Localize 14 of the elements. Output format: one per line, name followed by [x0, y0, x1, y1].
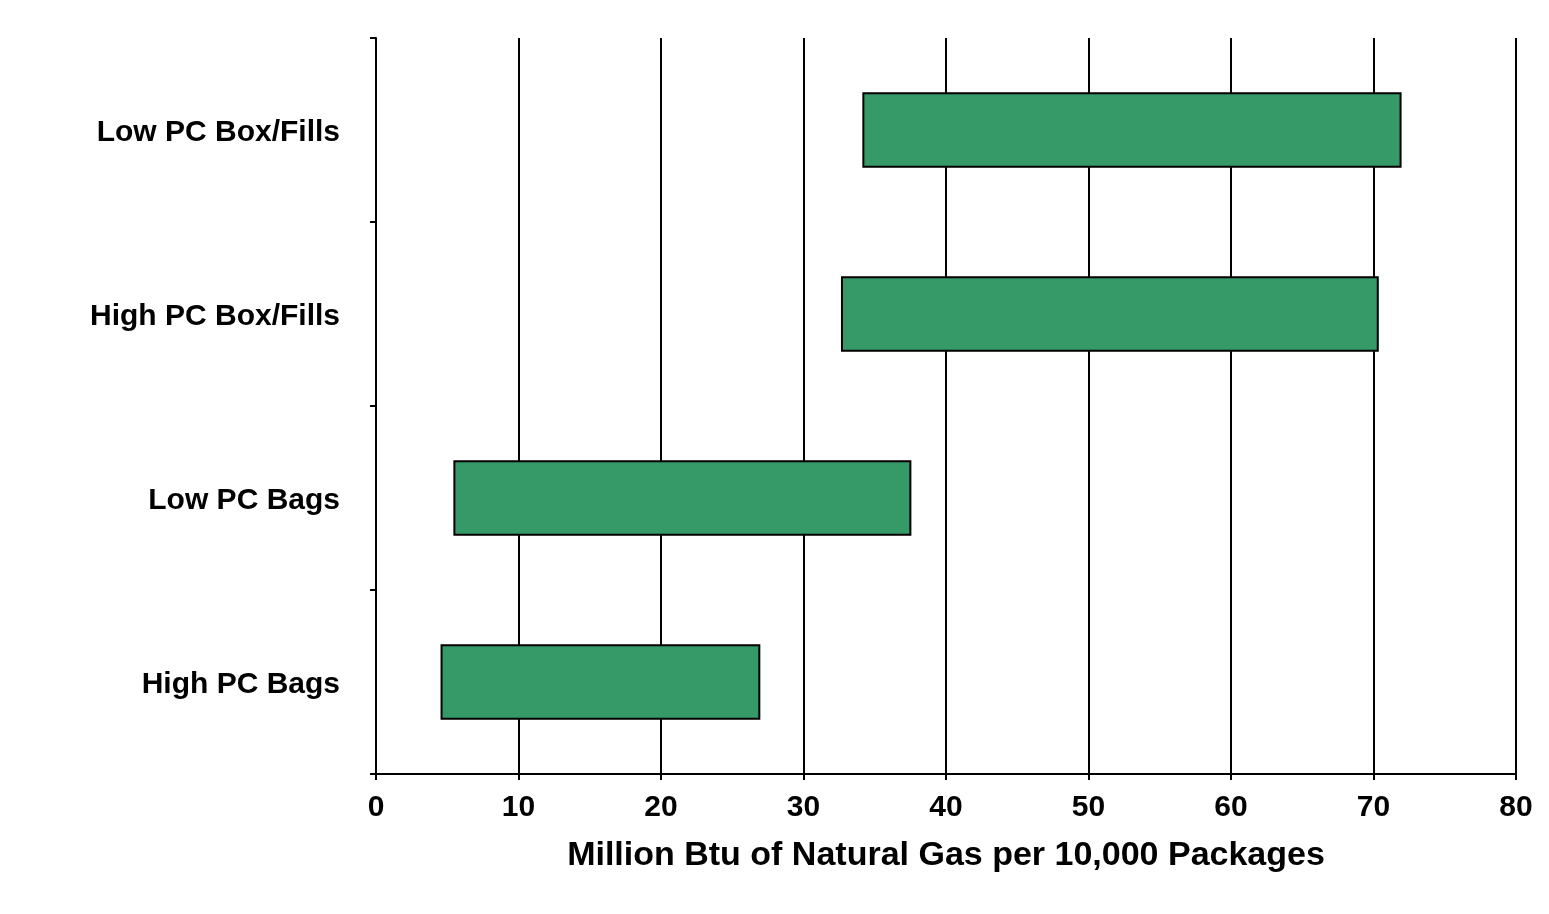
y-tick-label: High PC Bags — [141, 665, 340, 699]
x-tick-label: 60 — [1214, 788, 1248, 822]
y-tick-label: Low PC Box/Fills — [96, 113, 340, 147]
x-tick-label: 0 — [367, 788, 385, 822]
x-tick-label: 10 — [501, 788, 536, 822]
y-tick-label: High PC Box/Fills — [89, 297, 340, 331]
x-tick-label: 40 — [929, 788, 963, 822]
x-tick-label: 30 — [786, 788, 821, 822]
x-tick-label: 20 — [644, 788, 678, 822]
y-tick-label: Low PC Bags — [148, 481, 340, 515]
x-tick-label: 70 — [1356, 788, 1391, 822]
x-tick-label: 80 — [1499, 788, 1533, 822]
x-axis-title: Million Btu of Natural Gas per 10,000 Packages — [567, 834, 1325, 872]
x-tick-label: 50 — [1071, 788, 1106, 822]
